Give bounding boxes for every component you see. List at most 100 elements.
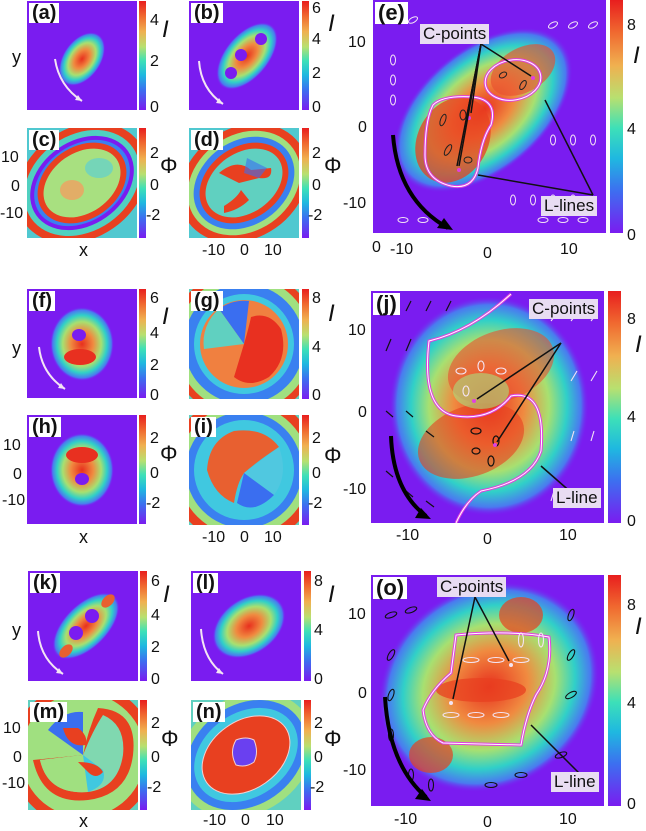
cbar-tick: 4 <box>151 607 160 624</box>
colorbar-d <box>302 128 309 238</box>
x-axis-label: x <box>79 811 88 831</box>
panel-o-polarization: (o) C-points L-line <box>371 575 604 806</box>
panel-b-intensity: (b) <box>189 1 299 110</box>
panel-label: (k) <box>30 573 61 593</box>
annotation-l-line: L-line <box>551 772 599 792</box>
x-tick: 10 <box>559 811 577 828</box>
cbar-tick: 4 <box>312 339 321 356</box>
cbar-tick: 0 <box>314 671 323 688</box>
cbar-tick: 4 <box>314 622 323 639</box>
panel-j-polarization: (j) C-points L-line <box>371 291 604 523</box>
colorbar-label: Φ <box>160 441 178 466</box>
colorbar-label: I <box>635 613 642 640</box>
cbar-tick: 0 <box>627 796 636 813</box>
cbar-tick: 2 <box>314 715 323 732</box>
cbar-tick: 4 <box>150 12 159 29</box>
cbar-tick: 2 <box>150 430 159 447</box>
cbar-tick: -2 <box>146 207 161 224</box>
panel-n-phase: (n) <box>191 700 301 810</box>
cbar-tick: -2 <box>308 207 323 224</box>
cbar-tick: 8 <box>627 597 636 614</box>
panel-e-polarization: (e) C-points L-lines <box>373 0 606 233</box>
y-tick: 10 <box>3 437 21 454</box>
cbar-tick: 8 <box>627 17 636 34</box>
colorbar-l <box>304 571 311 681</box>
x-tick: -10 <box>390 241 414 258</box>
y-tick: 0 <box>358 685 367 702</box>
cbar-tick: 4 <box>627 409 636 426</box>
x-tick: 0 <box>241 812 250 829</box>
heatmap-a <box>54 32 106 102</box>
panel-l-intensity: (l) <box>191 571 301 681</box>
panel-label: (c) <box>29 130 60 150</box>
y-tick: 0 <box>11 178 20 195</box>
heatmap-m <box>28 700 138 810</box>
heatmap-l <box>200 593 286 675</box>
heatmap-k <box>37 592 120 675</box>
x-tick: -10 <box>202 529 226 546</box>
cbar-tick: 0 <box>150 177 159 194</box>
panel-c-phase: (c) <box>27 128 137 238</box>
colorbar-b <box>302 1 309 110</box>
x-axis-label: x <box>79 240 88 260</box>
heatmap-o <box>378 581 600 801</box>
cbar-tick: -2 <box>147 779 162 796</box>
cbar-tick: 0 <box>312 465 321 482</box>
panel-a-intensity: (a) <box>27 1 137 110</box>
x-tick: 10 <box>264 529 282 546</box>
panel-f-intensity: (f) <box>27 289 137 398</box>
cbar-tick: 2 <box>150 357 159 374</box>
annotation-l-line: L-line <box>553 488 601 508</box>
annotation-c-points: C-points <box>437 577 507 597</box>
colorbar-label: I <box>328 300 335 327</box>
heatmap-j <box>385 292 598 523</box>
colorbar-f <box>139 289 146 398</box>
cbar-tick: 0 <box>151 671 160 688</box>
cbar-tick: -2 <box>310 779 325 796</box>
cbar-tick: 4 <box>312 31 321 48</box>
panel-label: (f) <box>29 291 55 311</box>
colorbar-e <box>610 0 623 233</box>
cbar-tick: 0 <box>150 465 159 482</box>
heatmap-g <box>189 289 299 399</box>
colorbar-h <box>139 415 146 524</box>
panel-label: (d) <box>191 130 223 150</box>
heatmap-c <box>27 128 137 238</box>
y-tick: 0 <box>358 119 367 136</box>
colorbar-label: I <box>163 581 170 608</box>
panel-label: (a) <box>29 3 60 23</box>
panel-label: (g) <box>191 291 223 311</box>
colorbar-label: I <box>328 10 335 37</box>
colorbar-label: I <box>635 331 642 358</box>
colorbar-label: I <box>162 303 169 330</box>
cbar-tick: 2 <box>151 639 160 656</box>
y-tick: -10 <box>343 195 367 212</box>
heatmap-b <box>198 22 278 105</box>
panel-label: (m) <box>30 702 68 722</box>
y-axis-label: y <box>12 338 21 358</box>
colorbar-label: Φ <box>324 443 342 468</box>
heatmap-d <box>189 128 299 238</box>
heatmap-f <box>38 307 114 390</box>
colorbar-a <box>139 1 146 110</box>
annotation-l-lines: L-lines <box>541 196 598 216</box>
cbar-tick: 0 <box>627 513 636 530</box>
cbar-tick: 4 <box>150 325 159 342</box>
x-tick: 0 <box>483 814 492 831</box>
colorbar-k <box>140 571 147 681</box>
panel-label: (h) <box>29 417 61 437</box>
cbar-tick: 6 <box>151 573 160 590</box>
y-axis-label: y <box>12 47 21 67</box>
panel-label: (b) <box>191 3 223 23</box>
cbar-tick: 0 <box>312 387 321 404</box>
cbar-tick: -2 <box>146 495 161 512</box>
x-axis-label: x <box>79 527 88 547</box>
y-tick: -10 <box>2 492 26 509</box>
cbar-tick: 0 <box>151 749 160 766</box>
cbar-tick: 0 <box>312 99 321 116</box>
cbar-tick: 2 <box>312 145 321 162</box>
cbar-tick: 2 <box>312 65 321 82</box>
y-tick: 10 <box>348 322 366 339</box>
panel-label: (e) <box>375 2 408 24</box>
x-tick: 10 <box>560 241 578 258</box>
